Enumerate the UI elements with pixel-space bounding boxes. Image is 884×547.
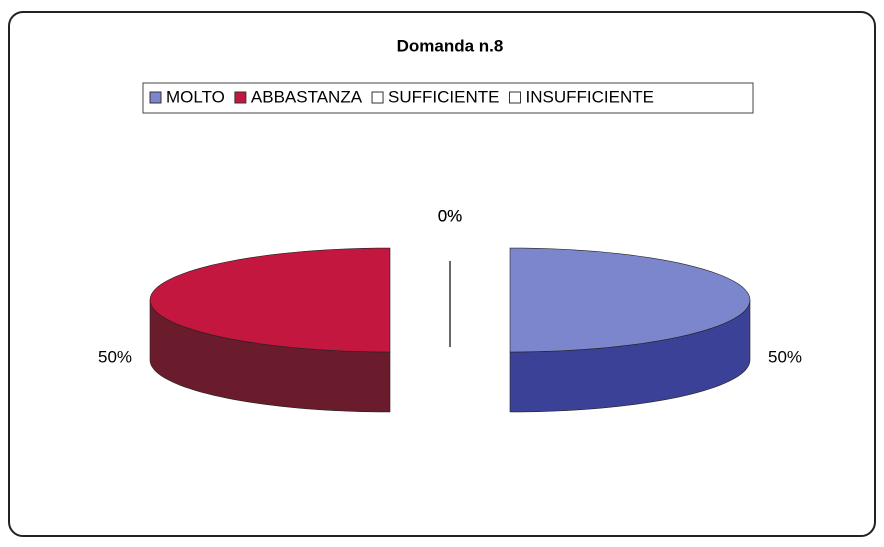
- legend-swatch: [149, 91, 162, 104]
- legend-label: MOLTO: [166, 87, 225, 106]
- legend-swatch: [371, 91, 384, 104]
- data-label: 50%: [98, 347, 132, 366]
- legend-label: ABBASTANZA: [251, 87, 363, 106]
- slice: [149, 247, 391, 353]
- slice: [509, 247, 751, 353]
- legend-swatch: [234, 91, 247, 104]
- legend-label: SUFFICIENTE: [388, 87, 499, 106]
- legend: MOLTO ABBASTANZA SUFFICIENTE INSUFFICIENTE: [149, 87, 654, 106]
- legend-label: INSUFFICIENTE: [526, 87, 654, 106]
- legend-swatch: [509, 91, 521, 104]
- chart-frame: [8, 11, 876, 537]
- chart-title: Domanda n.8: [397, 36, 504, 55]
- data-label: 0%: [438, 206, 463, 225]
- data-label: 0%: [438, 206, 463, 225]
- data-label: 50%: [768, 347, 802, 366]
- pie: 50%50%0%0%: [98, 206, 802, 413]
